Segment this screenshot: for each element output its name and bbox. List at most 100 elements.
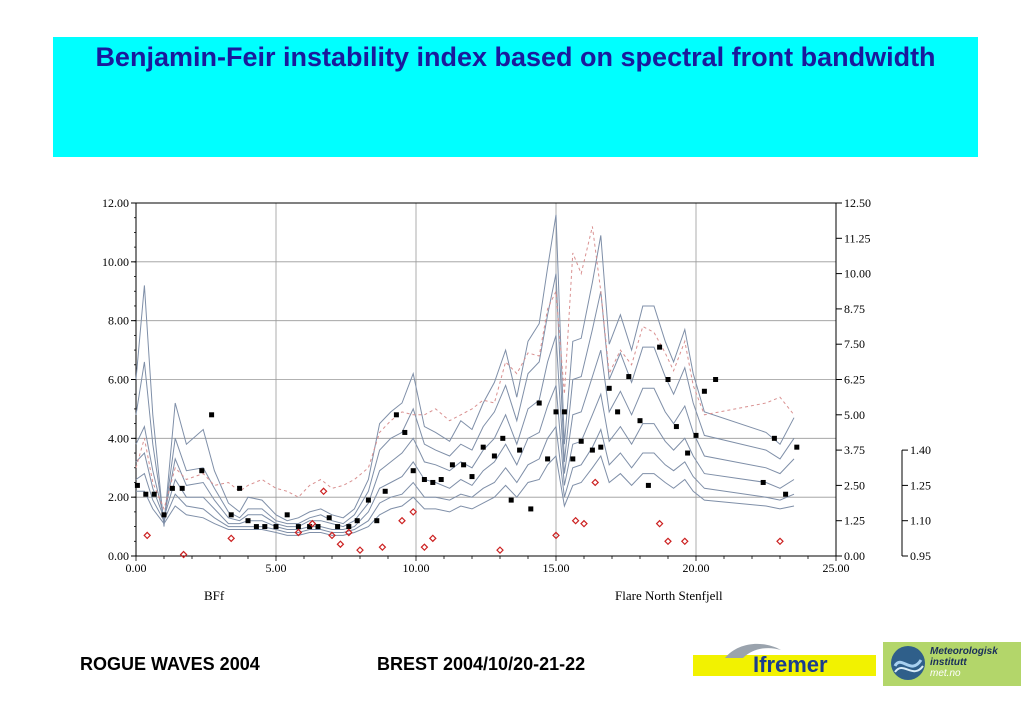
data-point-square xyxy=(500,435,506,441)
x-tick-label: 0.00 xyxy=(126,561,147,575)
ifremer-logo: Ifremer xyxy=(693,640,876,678)
x-axis-label: BFf xyxy=(204,588,225,603)
y-left-tick-label: 4.00 xyxy=(108,431,129,445)
data-point-square xyxy=(561,409,567,415)
data-point-square xyxy=(346,524,352,530)
data-point-square xyxy=(354,518,360,524)
data-point-square xyxy=(480,444,486,450)
data-point-square xyxy=(307,524,313,530)
data-point-square xyxy=(438,477,444,483)
data-point-square xyxy=(469,474,475,480)
data-point-diamond xyxy=(580,519,588,528)
data-point-square xyxy=(713,377,719,382)
data-point-square xyxy=(685,450,691,456)
data-point-square xyxy=(578,438,584,444)
y-right2-tick-label: 0.95 xyxy=(910,549,931,563)
data-point-square xyxy=(237,485,243,491)
y-right-tick-label: 5.00 xyxy=(844,408,865,422)
data-point-square xyxy=(410,468,416,474)
data-point-square xyxy=(637,418,643,424)
data-point-square xyxy=(402,429,408,435)
data-point-square xyxy=(553,409,559,415)
data-point-square xyxy=(528,506,534,512)
data-point-square xyxy=(295,524,301,530)
data-point-diamond xyxy=(398,516,406,525)
data-point-diamond xyxy=(143,531,152,540)
data-point-square xyxy=(273,524,279,530)
chart-series xyxy=(135,214,795,536)
data-point-square xyxy=(253,524,259,530)
series-line xyxy=(135,425,795,533)
metno-line-2: institutt xyxy=(930,657,967,668)
page-title: Benjamin-Feir instability index based on… xyxy=(95,42,936,72)
x-tick-label: 15.00 xyxy=(543,561,570,575)
data-point-square xyxy=(794,444,800,450)
data-point-diamond xyxy=(227,534,236,543)
data-point-diamond xyxy=(356,546,364,554)
data-point-diamond xyxy=(378,543,387,552)
data-point-diamond xyxy=(328,531,336,540)
data-point-square xyxy=(393,412,399,418)
data-point-square xyxy=(151,491,157,497)
data-point-square xyxy=(545,456,551,462)
chart: 0.00 5.00 10.00 15.00 20.00 25.000.002.004.00… xyxy=(102,196,931,603)
metno-logo: Meteorologisk institutt met.no xyxy=(883,642,1021,686)
data-point-square xyxy=(199,468,205,474)
y-left-tick-label: 6.00 xyxy=(108,373,129,387)
data-point-square xyxy=(209,412,215,418)
data-point-diamond xyxy=(680,537,689,546)
data-point-square xyxy=(179,485,185,491)
data-point-square xyxy=(374,518,380,524)
data-point-diamond xyxy=(552,531,560,540)
y-left-tick-label: 2.00 xyxy=(108,490,129,504)
y-right-tick-label: 8.75 xyxy=(844,302,865,316)
data-point-diamond xyxy=(344,528,353,537)
y-right-tick-label: 2.50 xyxy=(844,478,865,492)
data-point-square xyxy=(598,444,604,450)
series-line xyxy=(135,335,795,528)
y-right-tick-label: 10.00 xyxy=(844,267,871,281)
data-point-diamond xyxy=(655,519,664,528)
series-line-dashed xyxy=(135,226,795,511)
y-right-tick-label: 6.25 xyxy=(844,373,865,387)
data-point-diamond xyxy=(294,528,303,537)
y-right-tick-label: 0.00 xyxy=(844,549,865,563)
x-tick-label: 5.00 xyxy=(266,561,287,575)
data-point-square xyxy=(615,409,621,415)
ifremer-wordmark: Ifremer xyxy=(753,652,828,677)
data-point-square xyxy=(449,462,455,468)
x-tick-label: 25.00 xyxy=(823,561,850,575)
data-point-square xyxy=(536,400,542,406)
data-point-square xyxy=(570,456,576,462)
data-point-diamond xyxy=(420,543,429,552)
data-point-square xyxy=(491,453,497,459)
data-point-square xyxy=(508,497,514,503)
data-point-square xyxy=(169,485,175,491)
data-point-square xyxy=(284,512,290,518)
dolphin-icon xyxy=(725,643,781,658)
data-point-diamond xyxy=(571,516,580,525)
data-point-square xyxy=(134,482,140,488)
title-banner: Benjamin-Feir instability index based on… xyxy=(53,37,978,157)
data-point-square xyxy=(262,524,268,530)
data-point-square xyxy=(657,344,663,350)
globe-icon xyxy=(891,646,925,680)
y-left-tick-label: 0.00 xyxy=(108,549,129,563)
data-point-square xyxy=(645,482,651,488)
footer-event: ROGUE WAVES 2004 xyxy=(80,654,260,674)
x-tick-label: 10.00 xyxy=(403,561,430,575)
y-right2-tick-label: 1.25 xyxy=(910,478,931,492)
data-point-square xyxy=(783,491,789,497)
x-tick-label: 20.00 xyxy=(683,561,710,575)
y-right2-tick-label: 1.40 xyxy=(910,443,931,457)
chart-axes: 0.00 5.00 10.00 15.00 20.00 25.000.002.004.00… xyxy=(102,196,931,575)
footer-location-date: BREST 2004/10/20-21-22 xyxy=(377,654,586,674)
data-point-square xyxy=(335,524,341,530)
data-point-diamond xyxy=(664,537,672,546)
series-line xyxy=(135,273,795,525)
data-point-square xyxy=(143,491,149,497)
data-point-square xyxy=(421,477,427,483)
data-point-square xyxy=(760,479,766,485)
data-point-diamond xyxy=(591,478,600,487)
data-point-diamond xyxy=(409,508,418,516)
